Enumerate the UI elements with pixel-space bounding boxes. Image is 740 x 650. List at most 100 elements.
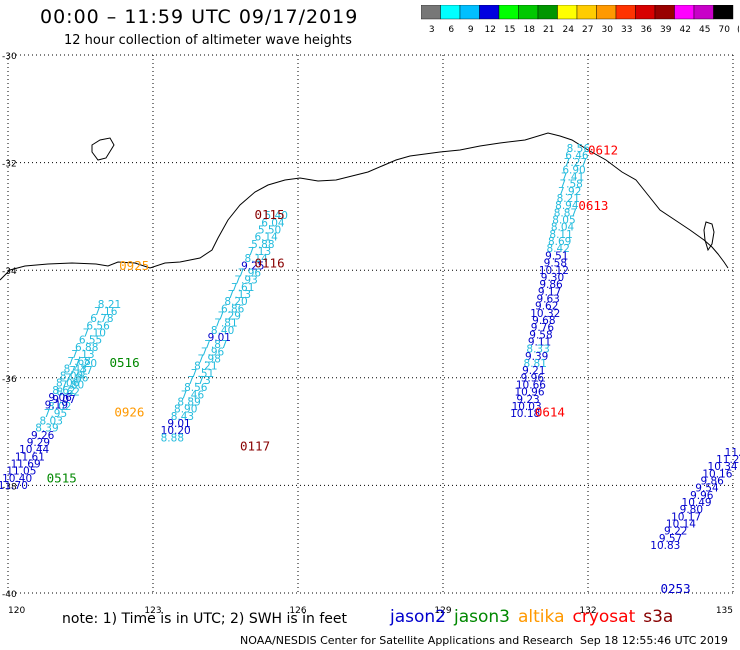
colorbar-tick-label: 70 [718,25,730,35]
axis-labels: -30 -32 -34 -36 -38 -40 120 123 126 129 132 135 [2,52,733,616]
swh-value: 9.01 [167,418,190,430]
lat-tick-label: -36 [2,375,17,385]
swh-value: 7.41 [561,172,584,184]
colorbar-tick-label: 21 [543,25,554,35]
swh-value: 6.90 [562,164,585,176]
swh-value: 9.29 [27,437,50,449]
swh-value: 7.87 [204,339,227,351]
colorbar-tick-label: 15 [504,25,515,35]
swh-value: 8.88 [161,432,184,444]
swh-value: 10.03 [512,401,542,413]
track-d: 8.217.166.786.567.106.556.887.137.688.43… [45,299,122,411]
lon-tick-label: 126 [289,606,306,616]
swh-value: 6.46 [565,150,589,162]
swh-value: 9.62 [535,301,558,313]
swh-value: 7.98 [198,354,221,366]
swh-value: 9.22 [664,526,687,538]
swh-value: 6.04 [261,217,285,229]
legend-entry-cryosat: cryosat [572,607,636,627]
swh-value: 9.96 [521,372,545,384]
coastline [0,132,729,281]
swh-value: 8.02 [48,401,71,413]
colorbar-tick-label: 33 [621,25,632,35]
swh-value: 8.42 [547,243,570,255]
swh-value: 9.21 [522,365,545,377]
credit-text: NOAA/NESDIS Center for Satellite Applica… [240,634,574,647]
swh-value: 9.86 [700,475,724,487]
lat-tick-label: -38 [2,482,17,492]
swh-value: 10.17 [671,511,701,523]
lat-tick-label: -34 [2,267,17,277]
eastern-coast-lake [703,221,715,252]
swh-value: 7.68 [67,356,90,368]
lat-tick-label: -32 [2,160,17,170]
swh-value: 9.80 [680,504,703,516]
legend-entry-jason2: jason2 [390,607,446,627]
swh-value: 10.44 [19,444,49,456]
swh-value: 9.63 [536,293,559,305]
colorbar-tick-label: 6 [448,25,454,35]
swh-value: 8.11 [549,229,572,241]
swh-value: 8.69 [548,236,571,248]
swh-value: 7.86 [65,372,89,384]
swh-value: 10.20 [161,425,191,437]
swh-value: 9.96 [690,490,714,502]
swh-value: 11.05 [6,466,36,478]
swh-value: 7.27 [564,157,587,169]
colorbar-tick-label: 12 [484,25,495,35]
swh-value: 9.76 [531,322,555,334]
swh-value: 7.73 [187,375,210,387]
swh-value: 7.81 [214,318,237,330]
colorbar-swatch [713,5,734,20]
swh-value: 7.29 [218,310,241,322]
legend-entry-jason3: jason3 [454,607,510,627]
swh-value: 7.80 [61,380,84,392]
swh-value: 9.86 [539,279,563,291]
lon-tick-label: 120 [8,606,25,616]
colorbar-tick-label: 36 [640,25,652,35]
pass-time-label: 0115 [255,207,285,222]
swh-value: 8.04 [551,222,575,234]
swh-value: 11.70 [0,480,28,492]
swh-value: 8.39 [35,423,58,435]
swh-value: 10.18 [510,408,540,420]
swh-value: 5.88 [251,239,274,251]
swh-value: 5.50 [258,224,281,236]
swh-value: 7.46 [181,389,205,401]
colorbar-tick-label: 45 [699,25,710,35]
colorbar-tick-label: 3 [429,25,435,35]
pass-time-label: 0116 [255,256,285,271]
colorbar-tick-label: 27 [582,25,593,35]
lat-tick-label: -40 [2,590,17,600]
swh-value: 9.26 [31,430,55,442]
swh-value: 8.56 [567,143,591,155]
pass-time-label: 0613 [578,198,608,213]
swh-value: 10.32 [530,308,560,320]
pass-time-label: 0925 [119,258,149,273]
swh-value: 8.43 [64,363,87,375]
swh-value: 9.30 [541,272,564,284]
swh-value: 9.11 [528,336,551,348]
legend-entry-altika: altika [518,607,565,627]
swh-value: 10.96 [514,387,544,399]
swh-value: 9.19 [45,399,68,411]
pass-time-labels: 0612 0613 0614 0115 0116 0117 0925 0926 0516 0515… [47,143,691,596]
swh-value: 7.96 [238,267,262,279]
swh-value: 6.88 [75,342,98,354]
swh-value: 7.10 [83,328,106,340]
lon-tick-label: 123 [144,606,161,616]
swh-value: 8.40 [211,325,234,337]
swh-value: 8.21 [98,299,121,311]
swh-value: 6.86 [221,303,245,315]
lon-tick-label: 135 [716,606,733,616]
pass-time-label: 0926 [114,405,144,420]
track-a: 5.406.045.506.145.887.138.149.257.967.93… [161,210,288,444]
colorbar-tick-label: 18 [523,25,535,35]
map-grid [7,54,734,594]
pass-time-label: 0515 [47,471,77,486]
swh-value: 9.51 [545,250,568,262]
swh-value: 7.13 [228,289,251,301]
swh-value: 7.96 [201,346,225,358]
swh-value: 6.14 [254,232,278,244]
swh-value: 8.62 [52,385,75,397]
